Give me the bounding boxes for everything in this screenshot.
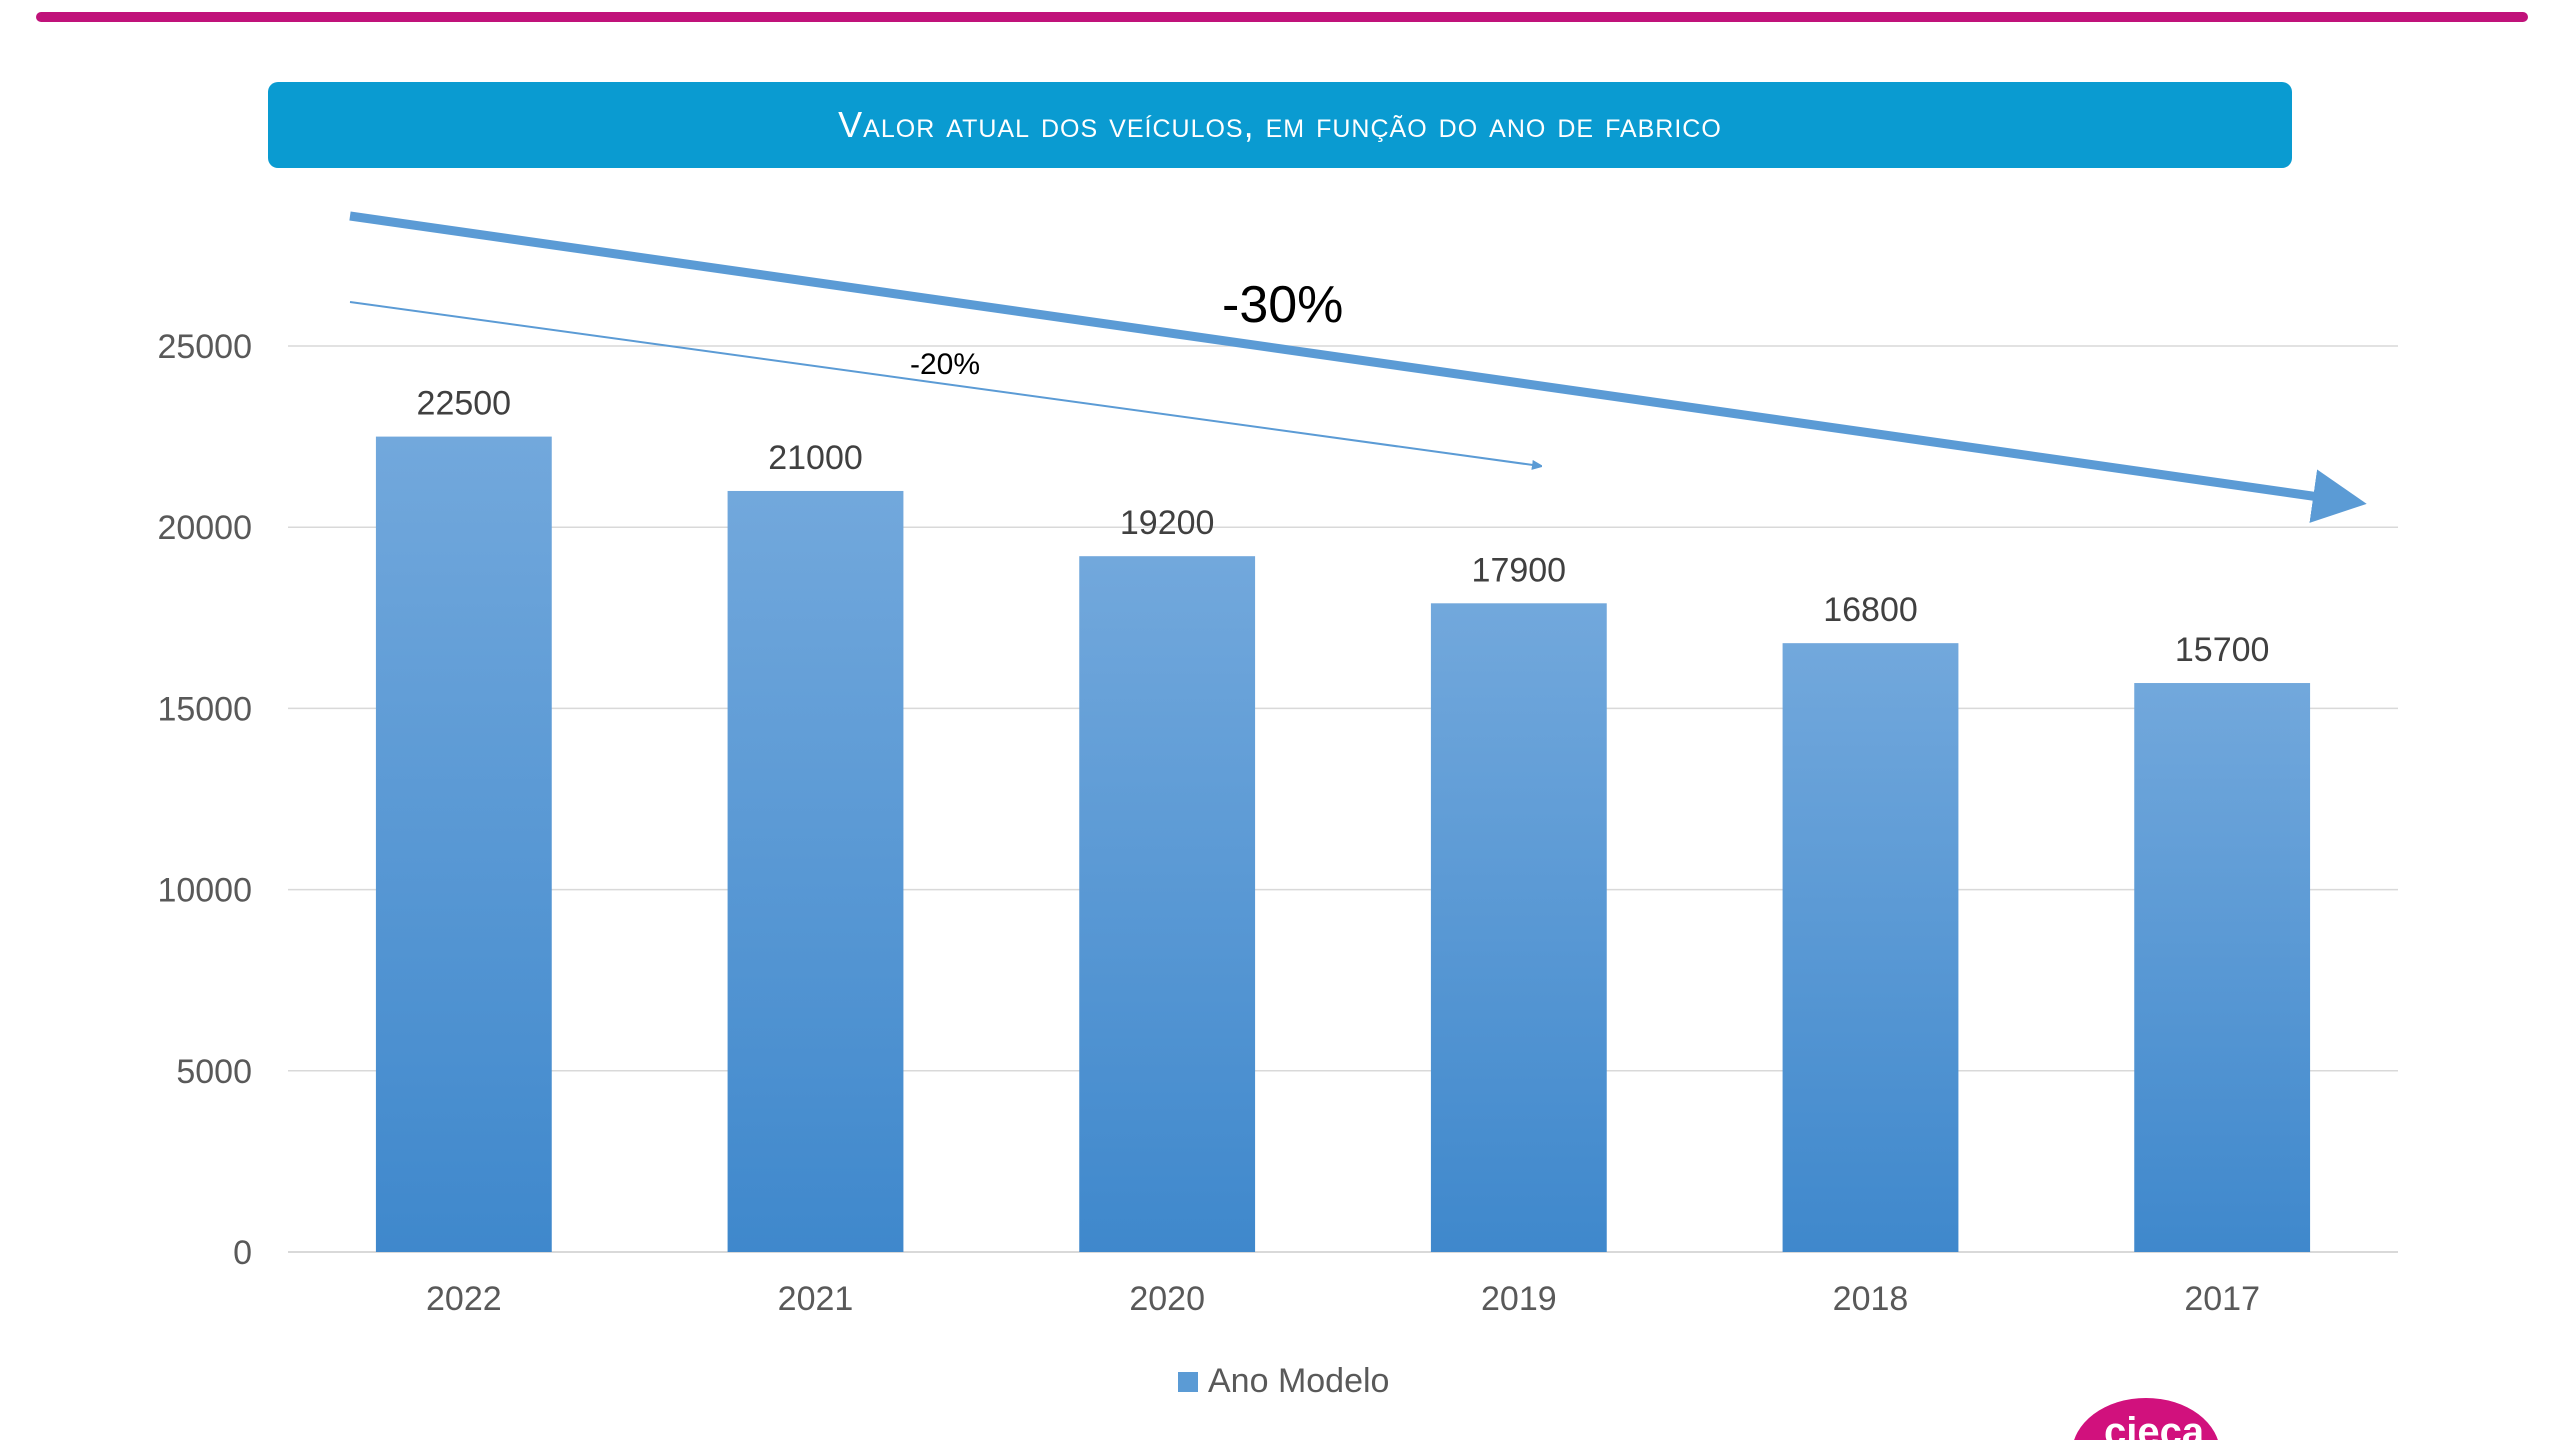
data-label-2021: 21000 [768, 439, 863, 477]
trend-label-small: -20% [910, 348, 980, 381]
y-axis-ticks: 0 5000 10000 15000 20000 25000 [157, 328, 252, 1272]
x-tick-label-2020: 2020 [1129, 1280, 1205, 1318]
y-tick-label: 0 [233, 1234, 252, 1272]
data-label-2018: 16800 [1823, 591, 1918, 629]
data-label-2022: 22500 [417, 385, 512, 423]
bar-2022 [375, 436, 552, 1253]
legend: Ano Modelo [1178, 1362, 1389, 1400]
data-label-2017: 15700 [2175, 631, 2270, 669]
y-tick-label: 10000 [157, 872, 252, 910]
x-tick-label-2019: 2019 [1481, 1280, 1557, 1318]
bar-2019 [1430, 603, 1607, 1252]
x-tick-label-2017: 2017 [2184, 1280, 2260, 1318]
bar-2017 [2134, 683, 2311, 1252]
x-tick-label-2022: 2022 [426, 1280, 502, 1318]
y-tick-label: 15000 [157, 690, 252, 728]
bars [375, 436, 2311, 1253]
logo-text: cieca [2104, 1410, 2205, 1440]
grid-lines [288, 345, 2398, 1253]
bar-2021 [727, 490, 904, 1253]
data-label-2019: 17900 [1472, 551, 1567, 589]
trend-label-large: -30% [1222, 276, 1343, 334]
x-tick-label-2021: 2021 [778, 1280, 854, 1318]
trend-arrow-small [349, 301, 1540, 466]
y-tick-label: 5000 [176, 1053, 252, 1091]
y-tick-label: 20000 [157, 509, 252, 547]
legend-swatch [1178, 1372, 1198, 1392]
bar-2020 [1079, 556, 1256, 1252]
x-axis-ticks: 2022 2021 2020 2019 2018 2017 [426, 1280, 2260, 1318]
trend-arrow-large [349, 211, 2367, 523]
chart-title: Valor atual dos veículos, em função do a… [838, 104, 1722, 145]
x-tick-label-2018: 2018 [1833, 1280, 1909, 1318]
legend-label: Ano Modelo [1208, 1362, 1389, 1400]
data-label-2020: 19200 [1120, 504, 1215, 542]
bar-2018 [1782, 643, 1959, 1252]
y-tick-label: 25000 [157, 328, 252, 366]
data-labels: 22500 21000 19200 17900 16800 15700 [417, 385, 2270, 669]
top-accent-rule [36, 12, 2528, 22]
title-banner: Valor atual dos veículos, em função do a… [268, 82, 2292, 168]
